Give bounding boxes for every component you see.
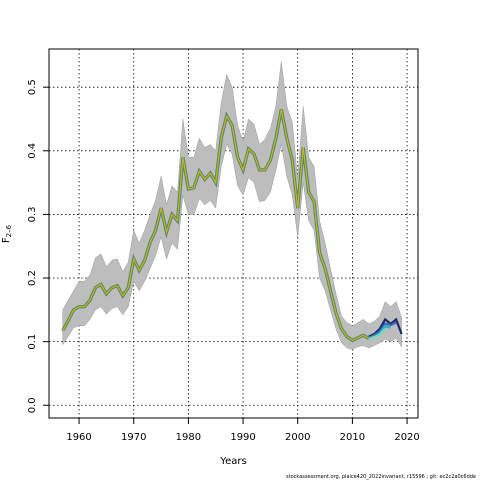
- y-axis-label: F2–6: [1, 224, 13, 243]
- x-axis: 1960 1970 1980 1990 2000 2010 2020: [66, 417, 420, 443]
- x-tick-label-4: 2000: [285, 432, 310, 443]
- y-axis-label-main: F: [1, 237, 12, 243]
- x-tick-label-3: 1990: [230, 432, 255, 443]
- retro-series-line-4: [368, 328, 386, 341]
- y-axis: 0.0 0.1 0.2 0.3 0.4 0.5: [27, 79, 50, 413]
- y-tick-label-2: 0.2: [27, 270, 38, 286]
- footer-credit: stockassessment.org, plaice420_2022invar…: [286, 474, 476, 480]
- x-tick-label-6: 2020: [394, 432, 419, 443]
- x-tick-label-1: 1970: [121, 432, 146, 443]
- estimate-highlight-line: [62, 109, 370, 341]
- y-tick-label-1: 0.1: [27, 334, 38, 350]
- x-tick-label-2: 1980: [176, 432, 201, 443]
- x-tick-label-0: 1960: [66, 432, 91, 443]
- x-axis-label: Years: [219, 456, 246, 467]
- y-axis-label-subscript: 2–6: [5, 224, 13, 237]
- series-lines-layer: [61, 109, 403, 343]
- y-tick-label-5: 0.5: [27, 79, 38, 95]
- retro-series-line-2: [368, 321, 397, 339]
- y-tick-label-3: 0.3: [27, 206, 38, 222]
- x-tick-label-5: 2010: [340, 432, 365, 443]
- y-tick-label-4: 0.4: [27, 143, 38, 159]
- y-tick-label-0: 0.0: [27, 397, 38, 413]
- confidence-band-layer: [62, 61, 402, 350]
- confidence-band: [62, 61, 402, 350]
